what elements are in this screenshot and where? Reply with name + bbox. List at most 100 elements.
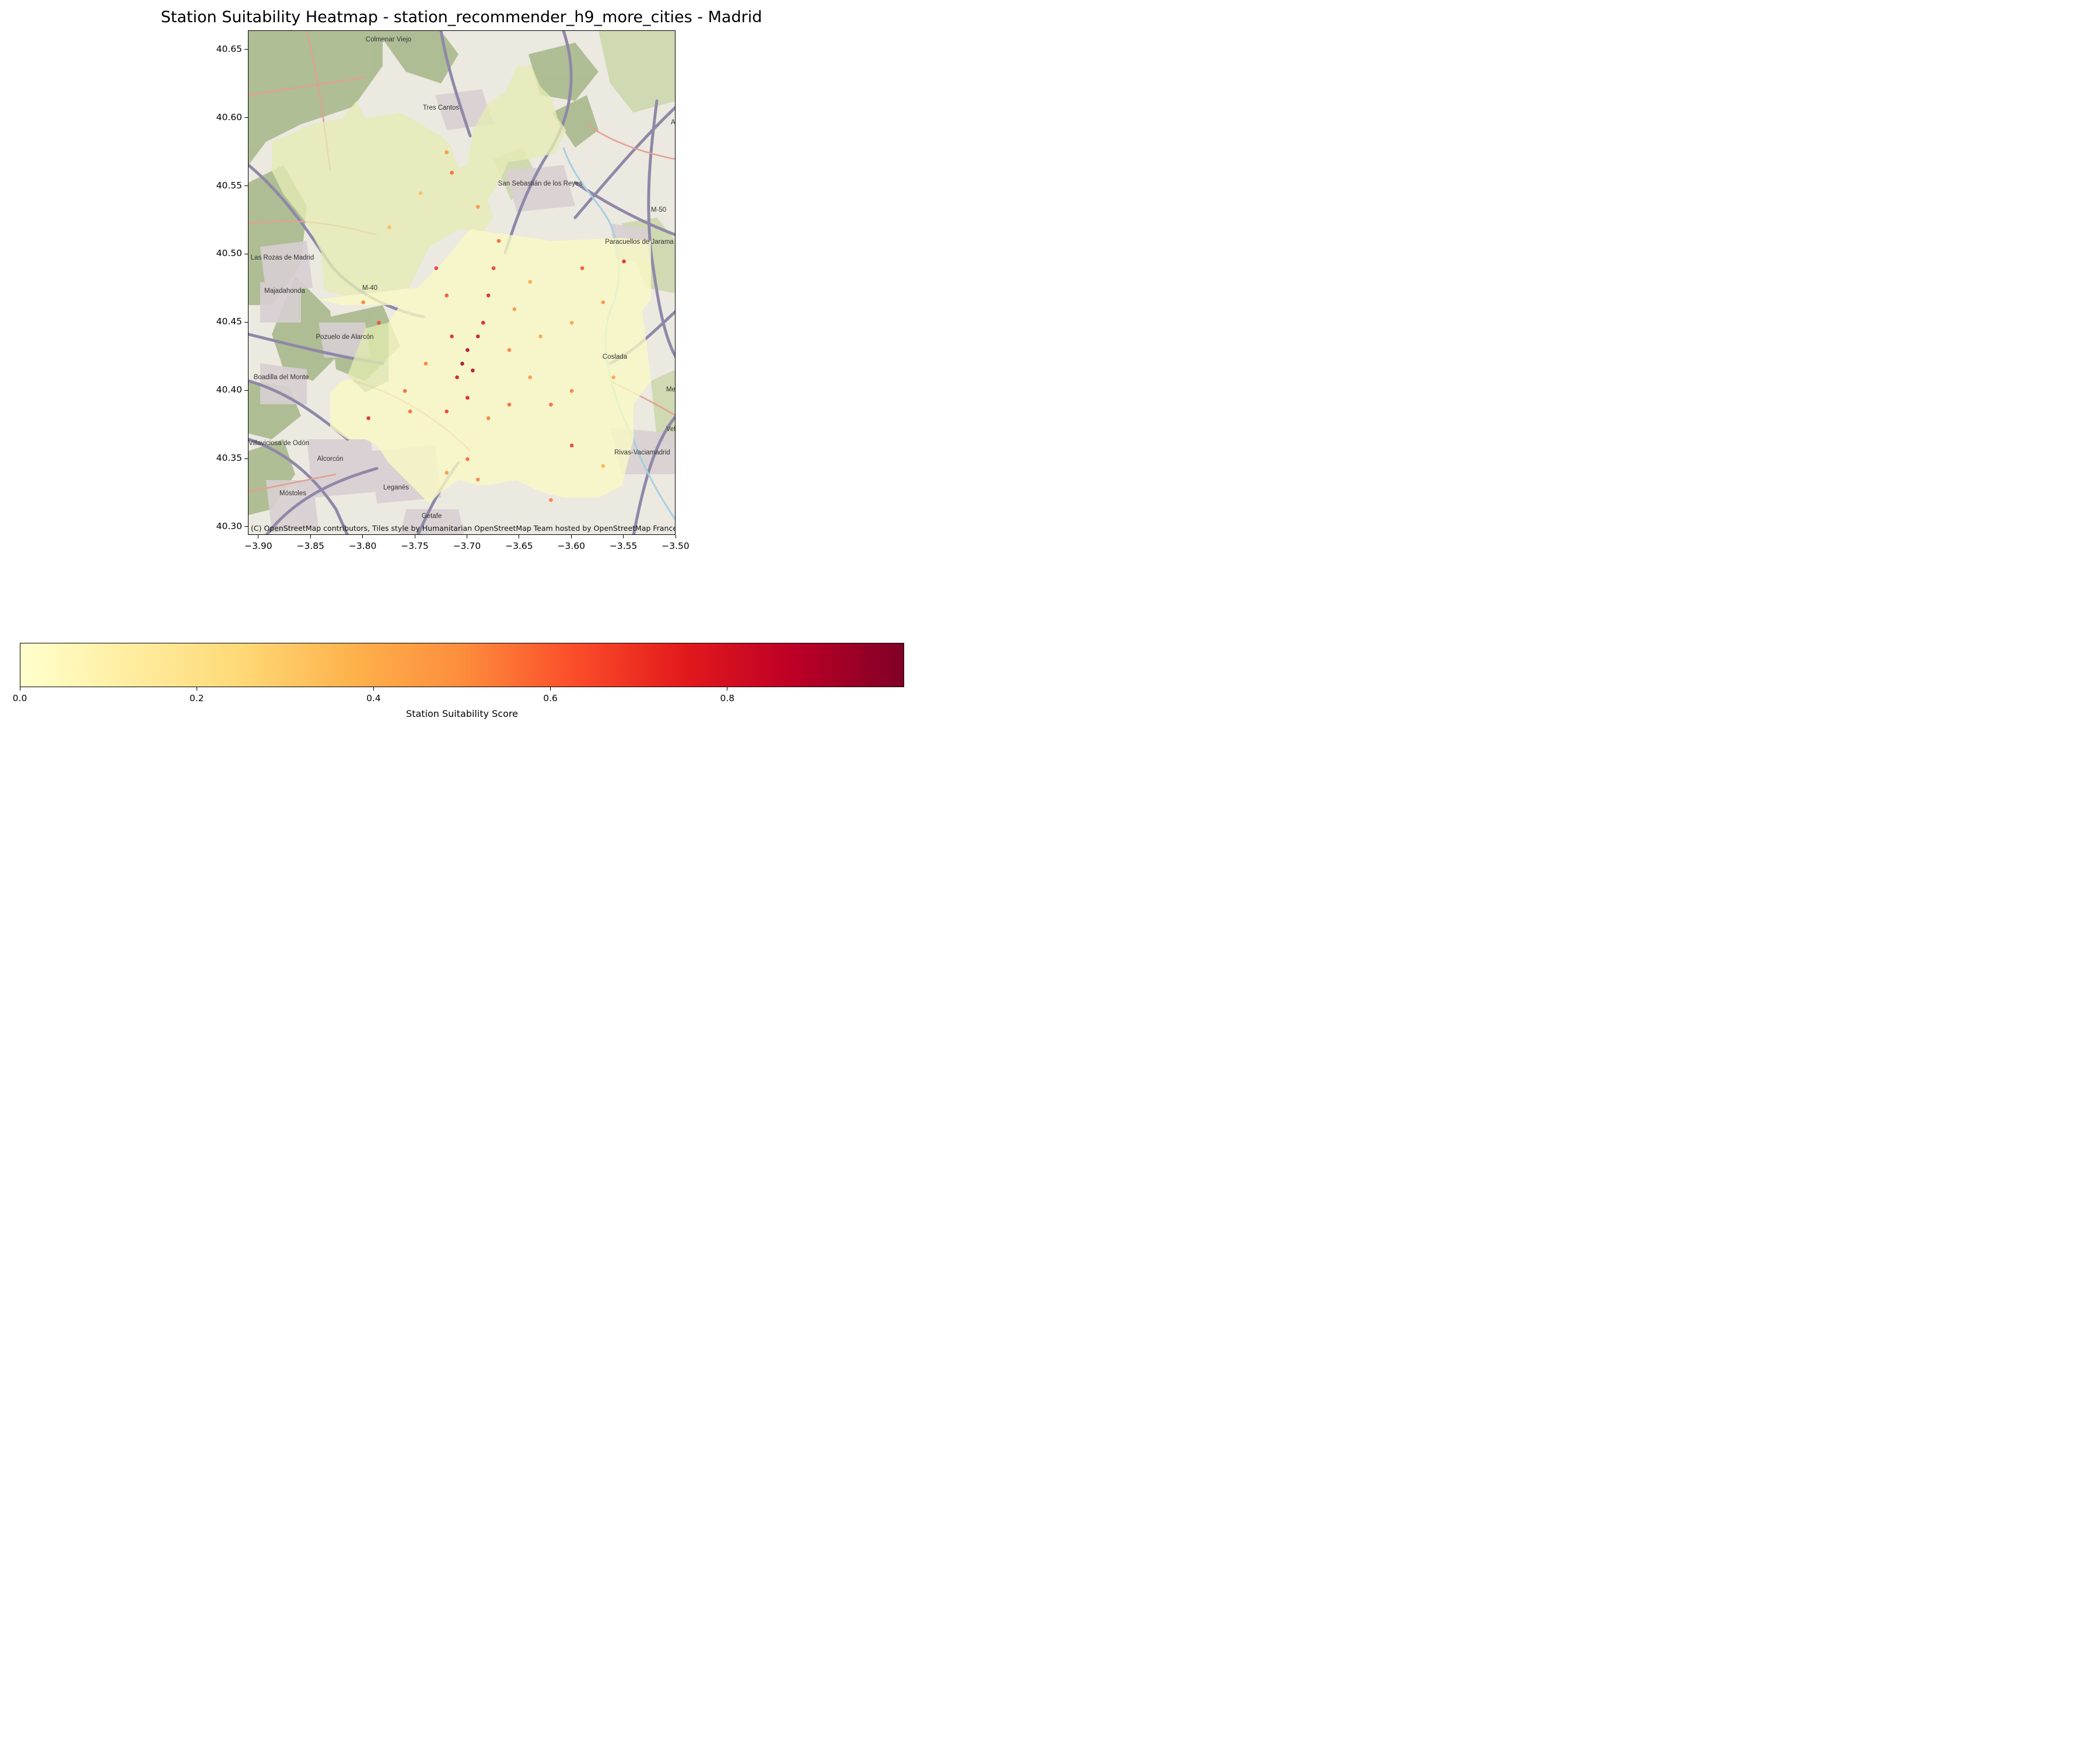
place-label: Paracuellos de Jarama — [605, 239, 674, 246]
suitability-hexes — [361, 150, 626, 502]
y-tick-label: 40.35 — [216, 453, 242, 464]
suitability-hex — [528, 279, 532, 284]
suitability-hex — [570, 443, 574, 448]
suitability-hex — [377, 320, 381, 325]
colorbar — [20, 643, 904, 687]
suitability-hex — [476, 334, 480, 339]
place-label: Móstoles — [279, 490, 306, 497]
colorbar-label: Station Suitability Score — [406, 708, 518, 719]
suitability-hex — [444, 150, 449, 155]
x-tick-label: −3.65 — [505, 541, 533, 551]
suitability-hex — [455, 375, 459, 380]
suitability-hex — [549, 402, 553, 407]
colorbar-tick-mark — [373, 687, 374, 691]
x-tick-label: −3.55 — [609, 541, 638, 551]
place-labels: Colmenar Viejo Tres Cantos Alg San Sebas… — [249, 36, 676, 520]
y-tick-mark — [244, 390, 248, 391]
suitability-hex — [403, 388, 407, 393]
y-tick-mark — [244, 526, 248, 527]
suitability-hex — [450, 334, 454, 339]
suitability-hex — [460, 361, 464, 366]
suitability-hex — [424, 361, 428, 366]
suitability-hex — [481, 320, 485, 325]
place-label: Alg — [671, 119, 676, 126]
suitability-hex — [549, 498, 553, 502]
place-label: Rivas-Vaciamadrid — [614, 449, 670, 456]
suitability-hex — [476, 477, 480, 482]
x-tick-label: −3.90 — [244, 541, 272, 551]
place-label: Majadahonda — [264, 288, 305, 295]
suitability-hex — [444, 409, 449, 414]
colorbar-tick-label: 0.4 — [366, 693, 381, 704]
place-label: Alcorcón — [317, 456, 344, 463]
suitability-hex — [611, 375, 615, 380]
x-tick-label: −3.70 — [453, 541, 481, 551]
y-tick-label: 40.65 — [216, 43, 242, 54]
x-tick-label: −3.80 — [348, 541, 377, 551]
place-label: Vel — [666, 426, 676, 433]
suitability-hex — [466, 457, 470, 461]
map-axes[interactable]: Colmenar Viejo Tres Cantos Alg San Sebas… — [248, 30, 676, 535]
suitability-hex — [450, 170, 454, 175]
colorbar-tick-mark — [550, 687, 551, 691]
place-label: Pozuelo de Alarcón — [316, 334, 373, 341]
place-label: Coslada — [603, 354, 628, 360]
suitability-hex — [538, 334, 542, 339]
colorbar-tick-label: 0.6 — [543, 693, 558, 704]
map-attribution: (C) OpenStreetMap contributors, Tiles st… — [251, 524, 676, 533]
suitability-hex — [570, 320, 574, 325]
y-tick-label: 40.30 — [216, 520, 242, 531]
suitability-hex — [434, 266, 438, 271]
x-tick-label: −3.85 — [296, 541, 325, 551]
place-label: Me del — [666, 386, 676, 393]
y-tick-mark — [244, 321, 248, 323]
suitability-hex — [366, 416, 370, 421]
suitability-hex — [528, 375, 532, 380]
suitability-hex — [622, 259, 626, 264]
map-title: Station Suitability Heatmap - station_re… — [160, 8, 762, 26]
suitability-hex — [570, 388, 574, 393]
suitability-hex — [492, 266, 496, 271]
x-tick-label: −3.75 — [401, 541, 429, 551]
colorbar-tick-label: 0.2 — [189, 693, 204, 704]
suitability-hex — [361, 300, 365, 304]
y-tick-label: 40.55 — [216, 180, 242, 191]
suitability-hex — [512, 307, 516, 312]
suitability-hex — [497, 239, 501, 243]
place-label: Leganés — [383, 484, 409, 491]
x-tick-label: −3.50 — [662, 541, 690, 551]
suitability-hex — [601, 464, 605, 468]
suitability-hex — [418, 191, 423, 195]
place-label: Boadilla del Monte — [254, 374, 309, 381]
place-label: Tres Cantos — [423, 104, 459, 111]
place-label: San Sebastián de los Reyes — [498, 180, 583, 187]
suitability-hex — [601, 300, 605, 304]
suitability-hex — [444, 293, 449, 298]
x-tick-mark — [570, 535, 572, 538]
suitability-hex — [487, 293, 491, 298]
place-label: Villaviciosa de Odón — [249, 440, 309, 447]
place-label: Colmenar Viejo — [366, 36, 411, 43]
low-score-region — [272, 66, 651, 503]
x-tick-mark — [362, 535, 363, 538]
basemap[interactable]: Colmenar Viejo Tres Cantos Alg San Sebas… — [249, 31, 676, 535]
suitability-hex — [476, 205, 480, 209]
y-tick-label: 40.45 — [216, 316, 242, 327]
y-tick-label: 40.50 — [216, 248, 242, 259]
x-tick-mark — [310, 535, 311, 538]
colorbar-tick-label: 0.0 — [12, 693, 27, 704]
y-tick-mark — [244, 49, 248, 50]
suitability-hex — [466, 396, 470, 400]
place-label: M-40 — [362, 285, 377, 292]
suitability-hex — [487, 416, 491, 421]
y-tick-label: 40.40 — [216, 384, 242, 396]
x-tick-mark — [623, 535, 624, 538]
suitability-hex — [507, 348, 512, 352]
suitability-hex — [387, 225, 391, 230]
suitability-hex — [580, 266, 584, 271]
suitability-hex — [444, 470, 449, 475]
suitability-hex — [471, 368, 475, 373]
y-tick-label: 40.60 — [216, 111, 242, 123]
place-label: Las Rozas de Madrid — [251, 254, 314, 261]
y-tick-mark — [244, 117, 248, 118]
